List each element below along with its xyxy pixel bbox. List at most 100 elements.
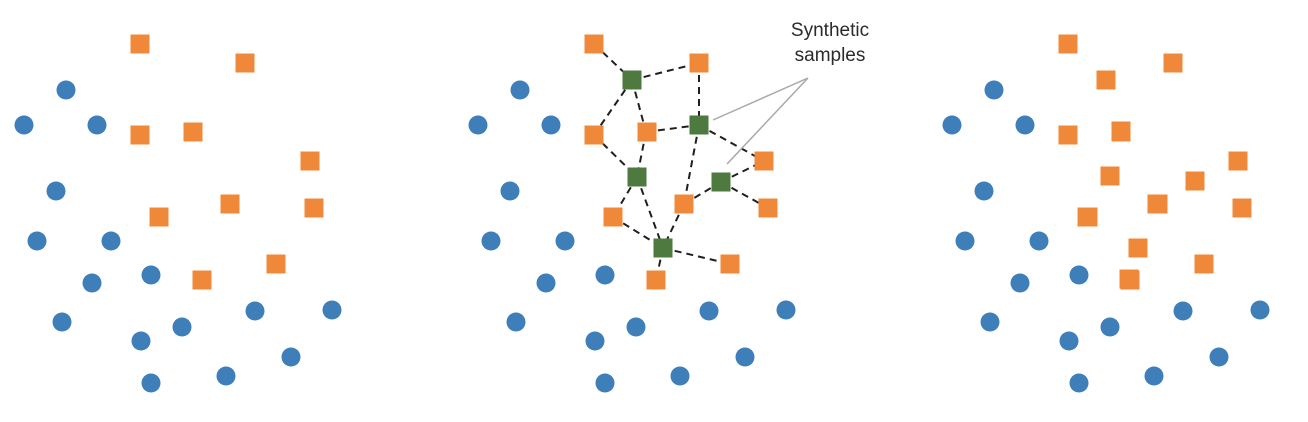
- minority-sample: [220, 194, 240, 214]
- majority-sample: [46, 181, 66, 201]
- majority-sample: [101, 231, 121, 251]
- minority-sample-augmented: [1100, 166, 1120, 186]
- minority-sample: [603, 207, 623, 227]
- minority-sample-augmented: [1194, 254, 1214, 274]
- interpolation-edge: [645, 124, 700, 133]
- minority-sample: [1058, 34, 1078, 54]
- majority-sample: [955, 231, 975, 251]
- majority-sample: [322, 300, 342, 320]
- majority-sample: [776, 300, 796, 320]
- majority-sample: [481, 231, 501, 251]
- majority-sample: [984, 80, 1004, 100]
- minority-sample: [720, 254, 740, 274]
- majority-sample: [216, 366, 236, 386]
- majority-sample: [670, 366, 690, 386]
- minority-sample-augmented: [1128, 238, 1148, 258]
- majority-sample: [1069, 373, 1089, 393]
- majority-sample: [1059, 331, 1079, 351]
- synthetic-sample: [627, 167, 647, 187]
- annotation-pointer: [726, 77, 809, 165]
- majority-sample: [1015, 115, 1035, 135]
- minority-sample: [192, 270, 212, 290]
- majority-sample: [141, 265, 161, 285]
- majority-sample: [131, 331, 151, 351]
- minority-sample: [149, 207, 169, 227]
- minority-sample-augmented: [1119, 269, 1139, 289]
- minority-sample: [300, 151, 320, 171]
- majority-sample: [942, 115, 962, 135]
- synthetic-sample: [711, 172, 731, 192]
- synthetic-sample: [622, 70, 642, 90]
- majority-sample: [585, 331, 605, 351]
- minority-sample: [637, 122, 657, 142]
- majority-sample: [735, 347, 755, 367]
- minority-sample: [754, 151, 774, 171]
- majority-sample: [281, 347, 301, 367]
- annotation-pointer: [712, 77, 809, 121]
- minority-sample: [130, 125, 150, 145]
- majority-sample: [974, 181, 994, 201]
- minority-sample: [584, 125, 604, 145]
- majority-sample: [510, 80, 530, 100]
- minority-sample-augmented: [1078, 207, 1098, 227]
- majority-sample: [500, 181, 520, 201]
- minority-sample: [130, 34, 150, 54]
- majority-sample: [87, 115, 107, 135]
- majority-sample: [699, 301, 719, 321]
- minority-sample: [689, 53, 709, 73]
- minority-sample: [183, 122, 203, 142]
- majority-sample: [1250, 300, 1270, 320]
- minority-sample: [584, 34, 604, 54]
- minority-sample: [674, 194, 694, 214]
- majority-sample: [541, 115, 561, 135]
- majority-sample: [82, 273, 102, 293]
- synthetic-samples-label-line1: Synthetic: [790, 20, 870, 41]
- minority-sample-augmented: [1185, 171, 1205, 191]
- interpolation-edge: [720, 181, 769, 209]
- majority-sample: [1069, 265, 1089, 285]
- minority-sample: [646, 270, 666, 290]
- majority-sample: [626, 317, 646, 337]
- synthetic-sample: [653, 238, 673, 258]
- majority-sample: [1173, 301, 1193, 321]
- majority-sample: [555, 231, 575, 251]
- minority-sample: [266, 254, 286, 274]
- minority-sample-augmented: [1147, 194, 1167, 214]
- majority-sample: [1144, 366, 1164, 386]
- majority-sample: [1010, 273, 1030, 293]
- minority-sample-augmented: [1111, 121, 1131, 141]
- majority-sample: [980, 312, 1000, 332]
- synthetic-sample: [689, 115, 709, 135]
- majority-sample: [56, 80, 76, 100]
- interpolation-edge: [593, 43, 633, 81]
- majority-sample: [245, 301, 265, 321]
- interpolation-edge: [631, 62, 700, 81]
- interpolation-edge: [636, 176, 664, 249]
- majority-sample: [52, 312, 72, 332]
- majority-sample: [27, 231, 47, 251]
- interpolation-edge: [631, 79, 647, 133]
- majority-sample: [1029, 231, 1049, 251]
- interpolation-edge: [683, 124, 700, 205]
- majority-sample: [14, 115, 34, 135]
- majority-sample: [1209, 347, 1229, 367]
- minority-sample: [758, 198, 778, 218]
- interpolation-edge: [662, 247, 731, 265]
- majority-sample: [468, 115, 488, 135]
- minority-sample: [1163, 53, 1183, 73]
- majority-sample: [172, 317, 192, 337]
- synthetic-samples-label-line2: samples: [794, 45, 866, 66]
- minority-sample: [1232, 198, 1252, 218]
- majority-sample: [536, 273, 556, 293]
- majority-sample: [506, 312, 526, 332]
- minority-sample: [1228, 151, 1248, 171]
- minority-sample: [304, 198, 324, 218]
- majority-sample: [595, 373, 615, 393]
- interpolation-edge: [698, 124, 765, 162]
- majority-sample: [1100, 317, 1120, 337]
- majority-sample: [595, 265, 615, 285]
- minority-sample: [1058, 125, 1078, 145]
- minority-sample-augmented: [1096, 70, 1116, 90]
- majority-sample: [141, 373, 161, 393]
